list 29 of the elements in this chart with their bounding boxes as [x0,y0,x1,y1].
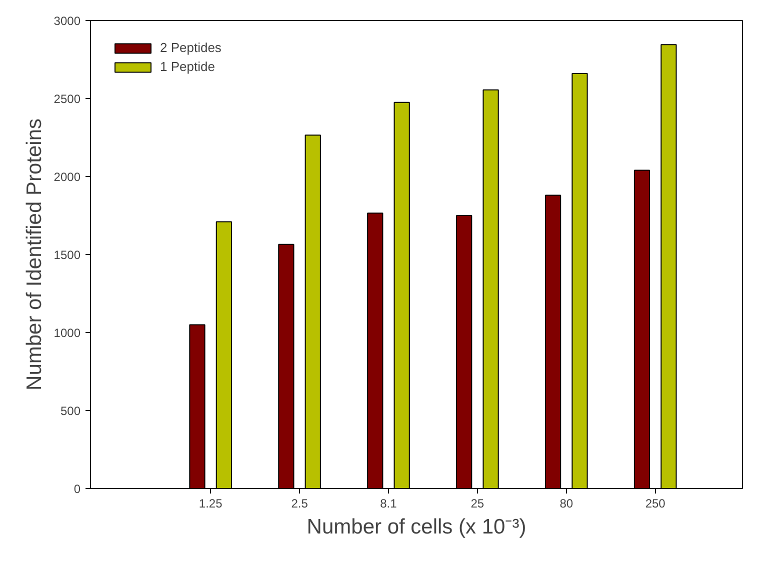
bar [278,244,294,488]
x-tick-label: 25 [470,496,484,510]
bar [572,73,588,488]
x-tick-label: 8.1 [380,496,398,510]
bar [544,194,562,488]
bar [216,221,232,488]
bar [456,215,472,488]
bar [394,102,410,488]
bar [482,89,499,488]
x-tick-label: 80 [560,496,574,510]
y-tick-label: 1000 [54,326,81,340]
x-tick-label: 1.25 [198,496,223,510]
bar [304,134,321,488]
y-tick-label: 500 [60,404,81,418]
y-tick-label: 1500 [54,248,81,262]
y-tick-label: 2500 [54,92,81,106]
x-axis-title: Number of cells (x 10⁻³) [306,516,526,538]
x-tick-label: 250 [645,496,666,510]
bar [634,170,650,488]
legend-label: 1 Peptide [160,59,215,74]
y-axis-title: Number of Identified Proteins [22,118,46,390]
bar [367,212,384,488]
y-tick-label: 3000 [54,14,81,28]
bar [189,324,206,488]
bar [660,44,677,488]
legend-label: 2 Peptides [160,40,222,55]
y-tick-label: 0 [74,482,81,496]
y-tick-label: 2000 [54,170,81,184]
x-tick-label: 2.5 [291,496,308,510]
